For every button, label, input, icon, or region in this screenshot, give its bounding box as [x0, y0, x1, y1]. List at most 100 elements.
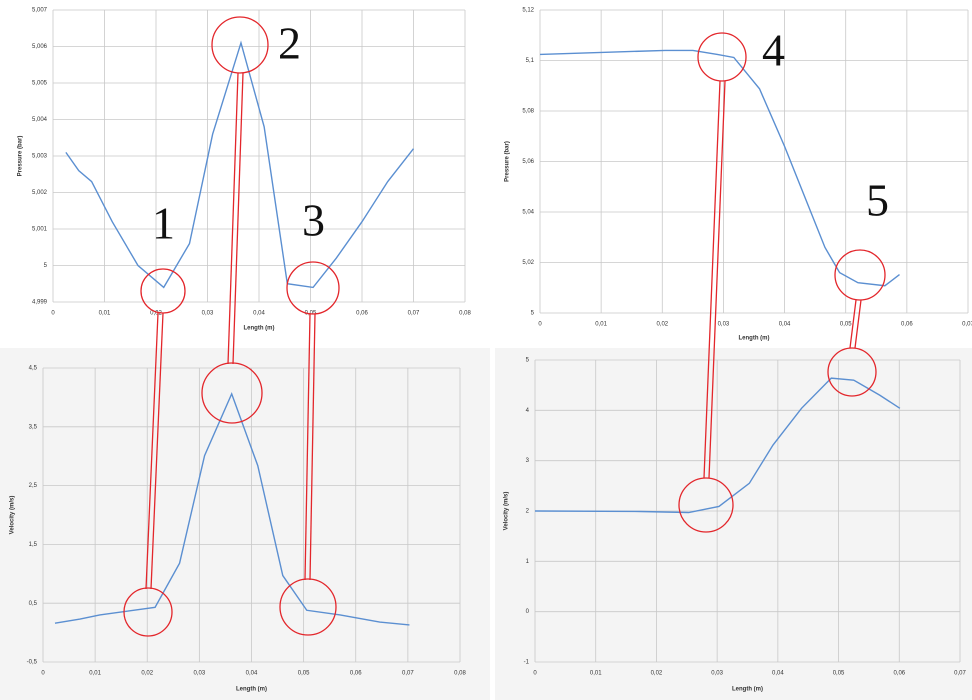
x-tick-label: 0,03 [194, 671, 206, 677]
x-tick-label: 0,06 [356, 311, 368, 317]
x-axis-title: Length (m) [244, 326, 275, 332]
connector [703, 80, 721, 479]
y-axis-title: Pressure (bar) [18, 136, 24, 177]
y-tick-label: 5,007 [32, 8, 48, 14]
highlight-circle [678, 477, 734, 533]
connector [849, 299, 857, 349]
y-tick-label: 4,5 [29, 366, 38, 372]
connector [232, 72, 244, 365]
y-tick-label: 0 [526, 609, 530, 615]
x-tick-label: 0,04 [779, 322, 791, 328]
panel [0, 0, 490, 342]
panel [0, 348, 490, 700]
x-tick-label: 0,03 [711, 671, 723, 677]
callout-label: 1 [152, 198, 175, 249]
x-tick-label: 0,07 [954, 671, 966, 677]
x-tick-label: 0 [41, 671, 45, 677]
highlight-circle [123, 587, 173, 637]
highlight-circle [140, 268, 186, 314]
y-tick-label: 2 [526, 509, 530, 515]
y-axis-title: Pressure (bar) [505, 141, 511, 182]
x-tick-label: 0,01 [590, 671, 602, 677]
callout-label: 5 [866, 175, 889, 226]
y-tick-label: 1,5 [29, 542, 38, 548]
x-tick-label: 0,03 [718, 322, 730, 328]
y-tick-label: 5,002 [32, 190, 48, 196]
connector [304, 313, 311, 581]
y-tick-label: 5,1 [526, 58, 535, 64]
highlight-circle [697, 32, 747, 82]
x-tick-label: 0,07 [962, 322, 972, 328]
highlight-circle [286, 261, 340, 315]
y-tick-label: -1 [524, 660, 530, 666]
connector [854, 299, 862, 349]
y-tick-label: 5 [44, 263, 48, 269]
x-tick-label: 0,07 [408, 311, 420, 317]
x-axis-title: Length (m) [732, 687, 763, 693]
x-axis-title: Length (m) [236, 687, 267, 693]
y-tick-label: 5,006 [32, 44, 48, 50]
x-tick-label: 0,01 [89, 671, 101, 677]
y-tick-label: 5,04 [522, 210, 534, 216]
connector [227, 72, 239, 365]
y-tick-label: 3 [526, 458, 530, 464]
highlight-circle [827, 347, 877, 397]
y-tick-label: 4 [526, 408, 530, 414]
connector [150, 312, 164, 590]
y-tick-label: 5,003 [32, 154, 48, 160]
x-tick-label: 0,07 [402, 671, 414, 677]
x-tick-label: 0 [51, 311, 55, 317]
x-tick-label: 0,04 [253, 311, 265, 317]
y-tick-label: -0,5 [27, 660, 38, 666]
x-tick-label: 0,01 [99, 311, 111, 317]
y-tick-label: 1 [526, 559, 530, 565]
x-tick-label: 0,05 [840, 322, 852, 328]
x-tick-label: 0,06 [893, 671, 905, 677]
data-line [539, 49, 900, 287]
y-axis-title: Velocity (m/s) [504, 492, 510, 531]
x-tick-label: 0 [533, 671, 537, 677]
highlight-circle [834, 249, 886, 301]
y-tick-label: 5,02 [522, 260, 534, 266]
annotations: 1 2 3 4 5 [123, 16, 889, 637]
data-line [534, 377, 901, 514]
y-tick-label: 4,999 [32, 300, 48, 306]
x-tick-label: 0,02 [141, 671, 153, 677]
x-tick-label: 0,06 [901, 322, 913, 328]
highlight-circle [201, 362, 263, 424]
y-tick-label: 5,12 [522, 8, 534, 14]
x-tick-label: 0,05 [298, 671, 310, 677]
y-tick-label: 3,5 [29, 424, 38, 430]
x-tick-label: 0,02 [656, 322, 668, 328]
x-tick-label: 0,03 [202, 311, 214, 317]
y-tick-label: 0,5 [29, 601, 38, 607]
data-line [65, 40, 415, 289]
connector [145, 312, 159, 590]
x-tick-label: 0 [538, 322, 542, 328]
x-tick-label: 0,02 [150, 311, 162, 317]
panel [495, 348, 972, 700]
x-tick-label: 0,01 [595, 322, 607, 328]
x-tick-label: 0,08 [454, 671, 466, 677]
x-tick-label: 0,04 [246, 671, 258, 677]
callout-label: 4 [762, 25, 785, 76]
x-tick-label: 0,05 [833, 671, 845, 677]
highlight-circle [279, 578, 337, 636]
connector [708, 80, 726, 479]
charts: 0 0,01 0,02 0,03 0,04 0,05 0,06 0,07 0,08 4,999 5 5… [10, 8, 972, 693]
highlight-circle [211, 16, 269, 74]
y-tick-label: 5,08 [522, 109, 534, 115]
callout-label: 3 [302, 195, 325, 246]
callout-label: 2 [278, 18, 301, 69]
y-tick-label: 5,001 [32, 227, 48, 233]
y-tick-label: 5,06 [522, 159, 534, 165]
data-line [54, 391, 410, 626]
y-axis-title: Velocity (m/s) [10, 496, 16, 535]
y-tick-label: 5 [526, 358, 530, 364]
x-tick-label: 0,04 [772, 671, 784, 677]
x-tick-label: 0,02 [651, 671, 663, 677]
x-tick-label: 0,08 [459, 311, 471, 317]
y-tick-label: 5,005 [32, 81, 48, 87]
y-tick-label: 2,5 [29, 483, 38, 489]
x-axis-title: Length (m) [739, 336, 770, 342]
